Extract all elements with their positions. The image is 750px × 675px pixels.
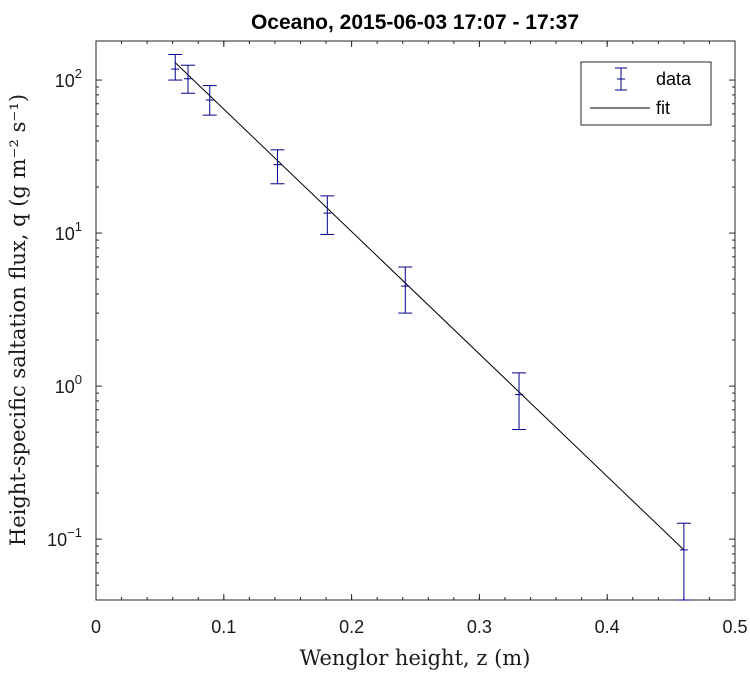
- y-tick-label: 102: [55, 66, 82, 91]
- legend: data fit: [580, 61, 712, 126]
- x-axis-label: Wenglor height, z (m): [300, 646, 531, 670]
- data-point: [168, 53, 183, 81]
- data-point: [320, 195, 335, 235]
- data-point: [202, 85, 217, 116]
- legend-data-label: data: [656, 69, 692, 89]
- x-tick-labels: 0 0.1 0.2 0.3 0.4 0.5: [91, 617, 748, 637]
- data-point: [512, 372, 527, 431]
- data-point: [398, 266, 413, 314]
- legend-box: [580, 61, 712, 126]
- fit-line: [174, 62, 685, 551]
- x-tick-label: 0.5: [722, 617, 747, 637]
- fit-layer: [174, 62, 685, 551]
- y-tick-label: 100: [55, 372, 82, 397]
- y-axis-label: Height-specific saltation flux, q (g m⁻²…: [6, 94, 30, 546]
- y-tick-label: 10−1: [47, 525, 82, 550]
- axes-box: [95, 40, 736, 601]
- data-layer: [168, 53, 691, 601]
- legend-fit-label: fit: [656, 98, 670, 118]
- data-point: [181, 64, 196, 94]
- x-tick-label: 0: [91, 617, 101, 637]
- x-tick-label: 0.4: [595, 617, 620, 637]
- axis-ticks: [95, 41, 736, 601]
- x-tick-label: 0.3: [467, 617, 492, 637]
- x-tick-label: 0.2: [339, 617, 364, 637]
- y-tick-label: 101: [55, 219, 82, 244]
- plot-area: [95, 40, 736, 601]
- y-tick-labels: 10−1 100 101 102: [47, 66, 82, 550]
- data-point: [270, 149, 285, 185]
- x-tick-label: 0.1: [211, 617, 236, 637]
- legend-data-marker: [615, 67, 627, 91]
- data-point: [676, 522, 691, 601]
- chart-title: Oceano, 2015-06-03 17:07 - 17:37: [251, 11, 579, 34]
